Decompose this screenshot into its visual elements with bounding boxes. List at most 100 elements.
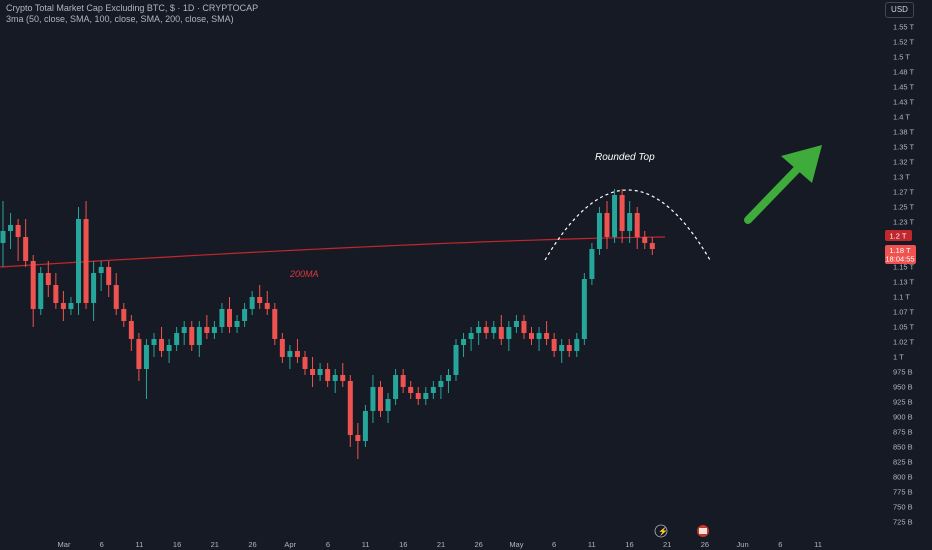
candle-body — [393, 375, 399, 399]
price-tick-label: 825 B — [893, 458, 913, 467]
time-tick-label: May — [509, 540, 523, 549]
candle-body — [355, 435, 361, 441]
candle-body — [491, 327, 497, 333]
price-tick-label: 1.55 T — [893, 23, 915, 32]
candle — [476, 321, 482, 345]
candle — [589, 243, 595, 285]
candle-body — [272, 309, 278, 339]
candle — [355, 423, 361, 459]
candle — [393, 369, 399, 405]
candle-body — [408, 387, 414, 393]
candle — [498, 315, 504, 345]
last-price-text: 1.18 T — [889, 246, 911, 255]
candle — [166, 339, 172, 363]
candle — [227, 297, 232, 333]
candle — [53, 273, 59, 309]
candle — [249, 291, 255, 315]
price-tick-label: 800 B — [893, 473, 913, 482]
candle — [627, 201, 633, 243]
candle-body — [8, 225, 14, 231]
candle-body — [159, 339, 165, 351]
time-tick-label: 6 — [326, 540, 330, 549]
candle — [143, 339, 149, 399]
candle — [574, 333, 580, 357]
candle-body — [430, 387, 436, 393]
candle — [159, 327, 165, 357]
candle — [370, 375, 376, 423]
candle — [408, 381, 414, 399]
candle — [0, 201, 6, 267]
candle-body — [45, 273, 51, 285]
time-tick-label: Jun — [737, 540, 749, 549]
candle — [287, 345, 293, 369]
candle — [521, 315, 527, 339]
price-tick-label: 950 B — [893, 383, 913, 392]
candle-body — [529, 333, 534, 339]
candle-body — [143, 345, 149, 369]
candle-body — [627, 213, 633, 231]
candle-body — [302, 357, 308, 369]
up-arrow — [744, 145, 822, 224]
price-tick-label: 1.1 T — [893, 293, 910, 302]
price-tick-label: 1.4 T — [893, 113, 910, 122]
candle-body — [23, 237, 29, 261]
lightning-icon[interactable]: ⚡ — [654, 524, 668, 538]
currency-button[interactable]: USD — [885, 2, 914, 18]
candle — [566, 339, 572, 357]
candle-body — [483, 327, 489, 333]
candle — [128, 315, 134, 351]
price-axis[interactable]: 1.55 T 1.52 T 1.5 T 1.48 T 1.45 T 1.43 T 1.4 T… — [893, 23, 915, 527]
candle — [325, 363, 331, 387]
time-tick-label: 21 — [437, 540, 445, 549]
price-tick-label: 1.45 T — [893, 83, 915, 92]
rounded-top-label: Rounded Top — [595, 152, 655, 163]
candle — [279, 333, 285, 363]
candle — [438, 375, 444, 399]
candle — [468, 327, 474, 351]
candle-body — [370, 387, 376, 411]
candle — [310, 357, 316, 387]
candle — [513, 315, 519, 333]
time-tick-label: 26 — [475, 540, 483, 549]
candle-body — [151, 339, 157, 345]
candle — [8, 213, 14, 249]
candle — [423, 387, 429, 405]
candle-body — [287, 351, 293, 357]
candle — [23, 219, 29, 267]
candle-body — [423, 393, 429, 399]
candle — [453, 339, 459, 381]
candle-body — [15, 225, 21, 237]
flag-icon[interactable] — [697, 525, 709, 537]
candle — [596, 207, 602, 255]
price-tick-label: 1.3 T — [893, 173, 910, 182]
candle-body — [294, 351, 300, 357]
candle-body — [204, 327, 210, 333]
candle — [483, 321, 489, 339]
candle-body — [400, 375, 406, 387]
candle-body — [53, 285, 59, 303]
price-tick-label: 1.15 T — [893, 263, 915, 272]
candle — [604, 201, 610, 249]
time-axis[interactable]: Mar 6 11 16 21 26 Apr 6 11 16 21 26 May 6 11 16 21 26 Jun 6… — [58, 540, 822, 549]
candle-body — [83, 219, 89, 303]
candle-body — [30, 261, 36, 309]
candle-body — [461, 339, 467, 345]
time-tick-label: 16 — [173, 540, 181, 549]
candle-body — [536, 333, 542, 339]
price-tick-label: 900 B — [893, 413, 913, 422]
candle — [317, 363, 323, 381]
candle-body — [60, 303, 66, 309]
rounded-top-arc — [544, 189, 711, 261]
candle-body — [106, 267, 112, 285]
candle — [83, 201, 89, 309]
price-tick-label: 1.13 T — [893, 278, 915, 287]
last-price-tag — [885, 245, 916, 264]
price-tick-label: 975 B — [893, 368, 913, 377]
candle — [619, 189, 625, 243]
price-tick-label: 1.07 T — [893, 308, 915, 317]
candle — [91, 261, 97, 321]
moving-average-layer — [0, 236, 666, 268]
price-tick-label: 1 T — [893, 353, 904, 362]
symbol-title: Crypto Total Market Cap Excluding BTC, $… — [6, 3, 259, 13]
